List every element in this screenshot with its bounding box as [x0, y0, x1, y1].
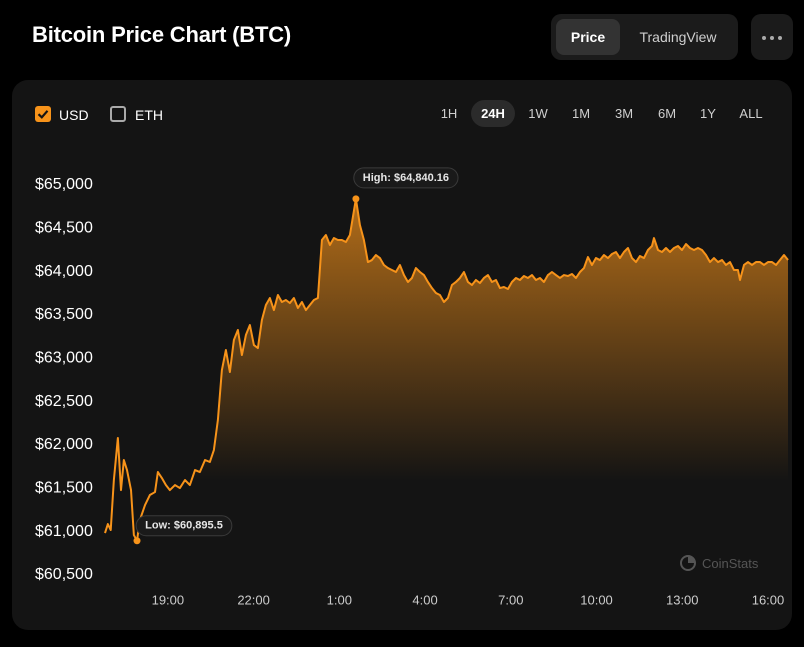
page-title: Bitcoin Price Chart (BTC): [32, 22, 292, 47]
check-icon: [37, 110, 49, 119]
checkbox-label[interactable]: USD: [59, 107, 89, 123]
x-tick-label: 13:00: [666, 592, 699, 607]
x-tick-label: 4:00: [412, 592, 437, 607]
range-button[interactable]: 1Y: [700, 106, 716, 121]
view-tab[interactable]: TradingView: [639, 29, 717, 45]
y-tick-label: $62,000: [35, 436, 93, 453]
range-button[interactable]: 3M: [614, 106, 634, 121]
more-button[interactable]: [751, 14, 793, 60]
x-tick-label: 7:00: [498, 592, 523, 607]
range-button[interactable]: ALL: [739, 106, 763, 121]
range-button[interactable]: 1H: [440, 106, 458, 121]
range-button[interactable]: 1W: [528, 106, 548, 121]
y-tick-label: $65,000: [35, 176, 93, 193]
watermark: CoinStats: [702, 556, 759, 571]
range-button[interactable]: 1M: [571, 106, 591, 121]
y-tick-label: $61,000: [35, 523, 93, 540]
range-button[interactable]: 6M: [657, 106, 677, 121]
annotation-point: [352, 195, 360, 203]
price-area: [105, 198, 788, 576]
annotation-label: Low: $60,895.5: [145, 520, 223, 532]
x-tick-label: 10:00: [580, 592, 613, 607]
checkbox[interactable]: [35, 106, 51, 122]
annotation-box: [353, 167, 459, 189]
price-line: [104, 197, 789, 542]
annotation-box: [135, 515, 233, 537]
y-tick-label: $62,500: [35, 393, 93, 410]
view-tab[interactable]: Price: [556, 19, 620, 55]
annotation-label: High: $64,840.16: [363, 172, 449, 184]
y-tick-label: $63,000: [35, 350, 93, 367]
y-tick-label: $64,000: [35, 263, 93, 280]
y-tick-label: $64,500: [35, 220, 93, 237]
y-tick-label: $60,500: [35, 566, 93, 583]
annotation-point: [133, 537, 141, 545]
y-tick-label: $63,500: [35, 306, 93, 323]
x-tick-label: 1:00: [327, 592, 352, 607]
checkbox-label[interactable]: ETH: [135, 107, 163, 123]
view-tabs: Price TradingView: [551, 14, 738, 60]
x-tick-label: 22:00: [237, 592, 270, 607]
range-button[interactable]: 24H: [471, 100, 515, 127]
x-tick-label: 19:00: [152, 592, 185, 607]
x-tick-label: 16:00: [752, 592, 785, 607]
checkbox[interactable]: [110, 106, 126, 122]
y-tick-label: $61,500: [35, 480, 93, 497]
